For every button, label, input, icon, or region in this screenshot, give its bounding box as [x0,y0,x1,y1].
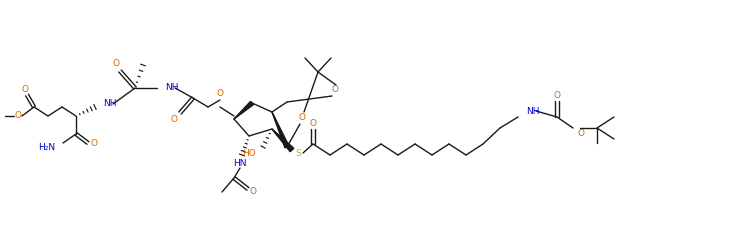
Polygon shape [234,101,253,119]
Text: O: O [298,113,306,122]
Text: O: O [113,59,119,69]
Text: NH: NH [103,100,116,109]
Text: O: O [14,111,22,120]
Polygon shape [272,129,294,152]
Polygon shape [272,112,289,148]
Text: O: O [22,84,29,93]
Text: HO: HO [243,148,256,158]
Text: O: O [249,186,257,196]
Text: O: O [553,90,560,100]
Text: O: O [577,129,584,138]
Text: NH: NH [526,107,539,115]
Text: O: O [216,88,224,98]
Text: NH: NH [165,83,179,92]
Text: H₂N: H₂N [38,142,55,151]
Text: O: O [91,139,98,147]
Text: S: S [295,148,301,158]
Text: O: O [309,118,316,128]
Text: O: O [170,114,177,123]
Text: O: O [331,85,339,94]
Text: HN: HN [234,159,247,168]
